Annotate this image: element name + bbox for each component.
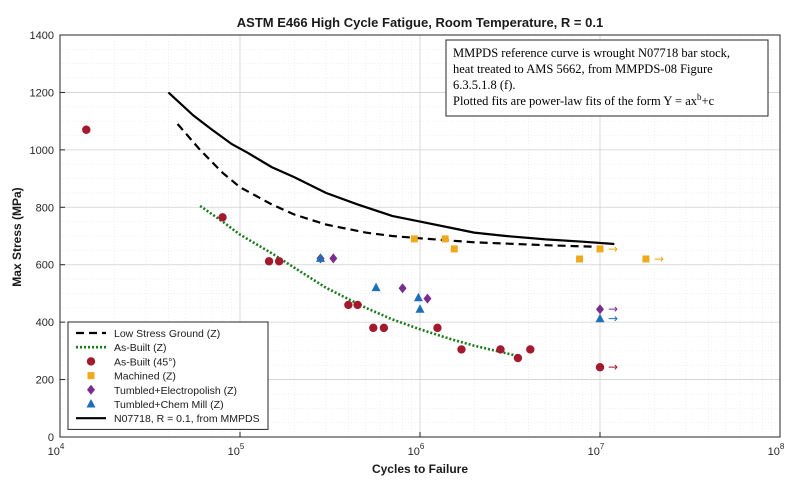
point-as-built-45 (369, 323, 378, 333)
x-axis-ticks: 104 105 106 107 108 (48, 432, 785, 458)
point-tumbled-electropolish-z (329, 253, 338, 264)
legend-label: Tumbled+Electropolish (Z) (114, 385, 237, 397)
point-tumbled-chem-mill-z (315, 253, 325, 262)
point-tumbled-chem-mill-z (413, 292, 423, 302)
y-tick-label: 200 (36, 375, 54, 387)
series-line-n07718-r-0-1-from-mmpds (167, 91, 615, 246)
annotation-line-4: Plotted fits are power-law fits of the f… (453, 92, 715, 108)
point-tumbled-electropolish-z (398, 283, 407, 294)
legend-label: As-Built (45°) (114, 356, 176, 368)
point-as-built-45 (526, 345, 535, 354)
chart-title: ASTM E466 High Cycle Fatigue, Room Tempe… (237, 15, 603, 30)
annotation-line-3: 6.3.5.1.8 (f). (453, 78, 516, 92)
legend-entry-as-built-45: As-Built (45°) (86, 356, 176, 368)
legend-entry-n07718-r-0-1-from-mmpds: N07718, R = 0.1, from MMPDS (76, 413, 260, 425)
point-as-built-45 (353, 300, 362, 310)
point-as-built-45 (433, 323, 442, 333)
runout-arrow: → (608, 312, 618, 326)
y-tick-label: 0 (48, 432, 54, 444)
y-tick-label: 1200 (30, 87, 54, 99)
point-as-built-45 (344, 300, 353, 310)
annotation-tail: +c (702, 94, 715, 108)
point-as-built-45 (264, 257, 274, 266)
legend-label: Machined (Z) (114, 371, 176, 383)
y-tick-label: 1400 (30, 30, 54, 42)
legend-label: N07718, R = 0.1, from MMPDS (114, 413, 260, 425)
y-tick-label: 1000 (30, 145, 54, 157)
point-machined-z (450, 245, 458, 253)
legend: Low Stress Ground (Z) As-Built (Z) As-Buil… (67, 321, 269, 430)
point-tumbled-chem-mill-z (595, 313, 605, 323)
x-tick-label: 108 (768, 442, 785, 458)
point-as-built-45 (274, 257, 284, 266)
legend-swatch (86, 357, 96, 366)
runout-arrow: → (608, 302, 618, 316)
y-tick-label: 600 (36, 260, 54, 272)
y-axis-ticks: 0 200 400 600 800 1000 1200 1400 (30, 30, 65, 444)
point-as-built-45 (457, 345, 466, 354)
legend-entry-as-built-z: As-Built (Z) (76, 342, 167, 354)
y-tick-label: 800 (36, 202, 54, 214)
legend-label: Tumbled+Chem Mill (Z) (114, 399, 224, 411)
data-markers: →→→→→ (82, 125, 664, 374)
point-as-built-45 (595, 363, 605, 372)
point-machined-z (576, 255, 584, 263)
point-tumbled-chem-mill-z (415, 304, 425, 313)
legend-entry-low-stress-ground-z: Low Stress Ground (Z) (76, 328, 220, 340)
point-as-built-45 (513, 353, 523, 363)
point-tumbled-chem-mill-z (371, 282, 381, 292)
annotation-superscript: b (697, 92, 702, 102)
legend-swatch (87, 384, 95, 395)
runout-arrow: → (608, 360, 618, 374)
fit-curves (167, 91, 615, 358)
annotation-line-2: heat treated to AMS 5662, from MMPDS-08 … (453, 62, 713, 76)
y-axis-label: Max Stress (MPa) (10, 187, 24, 286)
annotation-line-1: MMPDS reference curve is wrought N07718 … (453, 46, 730, 60)
legend-swatch (87, 372, 95, 380)
legend-entry-tumbled-chem-mill-z: Tumbled+Chem Mill (Z) (86, 399, 224, 411)
point-as-built-45 (218, 213, 227, 222)
y-tick-label: 400 (36, 317, 54, 329)
point-as-built-45 (496, 345, 505, 354)
point-machined-z (642, 255, 650, 263)
annotation-line-4-main: Plotted fits are power-law fits of the f… (453, 94, 698, 108)
point-machined-z (596, 245, 604, 253)
point-machined-z (410, 235, 418, 243)
legend-swatch (86, 399, 96, 408)
series-line-as-built-z (199, 204, 519, 358)
legend-entry-machined-z: Machined (Z) (87, 371, 176, 383)
legend-label: As-Built (Z) (114, 342, 167, 354)
x-axis-label: Cycles to Failure (372, 462, 468, 476)
x-tick-label: 106 (408, 442, 425, 458)
annotation-box: MMPDS reference curve is wrought N07718 … (445, 39, 769, 117)
series-line-low-stress-ground-z (176, 123, 601, 248)
legend-box (67, 321, 269, 430)
x-tick-label: 107 (588, 442, 605, 458)
legend-label: Low Stress Ground (Z) (114, 328, 220, 340)
runout-arrow: → (608, 242, 618, 256)
runout-arrow: → (654, 252, 664, 266)
point-tumbled-electropolish-z (423, 293, 432, 304)
point-tumbled-electropolish-z (596, 304, 604, 315)
x-tick-label: 105 (228, 442, 245, 458)
legend-entry-tumbled-electropolish-z: Tumbled+Electropolish (Z) (87, 384, 237, 397)
point-machined-z (441, 235, 449, 243)
x-tick-label: 104 (48, 442, 65, 458)
point-as-built-45 (379, 323, 389, 333)
point-as-built-45 (82, 125, 91, 134)
